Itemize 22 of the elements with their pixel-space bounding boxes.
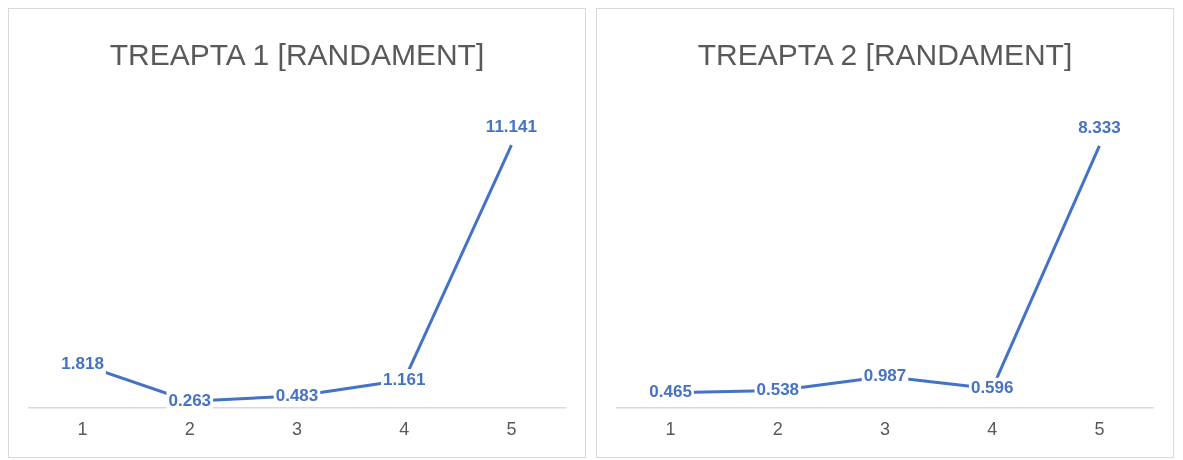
data-label: 1.818 xyxy=(61,354,104,374)
data-label: 11.141 xyxy=(485,116,537,136)
data-label: 0.483 xyxy=(275,385,319,405)
x-tick-label: 2 xyxy=(772,419,783,440)
chart-title: TREAPTA 2 [RANDAMENT] xyxy=(697,38,1073,72)
x-tick-label: 4 xyxy=(987,419,998,440)
x-tick-label: 5 xyxy=(1094,419,1105,440)
data-label: 1.161 xyxy=(382,369,426,389)
data-label: 0.465 xyxy=(649,382,692,402)
x-tick-label: 4 xyxy=(399,419,410,440)
x-tick-label: 3 xyxy=(291,419,303,440)
x-tick-label: 3 xyxy=(879,419,891,440)
data-label: 0.263 xyxy=(168,390,212,410)
x-tick-label: 1 xyxy=(77,419,88,440)
chart-title: TREAPTA 1 [RANDAMENT] xyxy=(109,38,485,72)
data-label: 0.596 xyxy=(970,378,1014,398)
data-label: 8.333 xyxy=(1078,117,1121,137)
x-tick-label: 2 xyxy=(184,419,195,440)
x-tick-label: 1 xyxy=(665,419,676,440)
data-label: 0.538 xyxy=(756,380,800,400)
data-label: 0.987 xyxy=(863,366,907,386)
x-tick-label: 5 xyxy=(506,419,517,440)
